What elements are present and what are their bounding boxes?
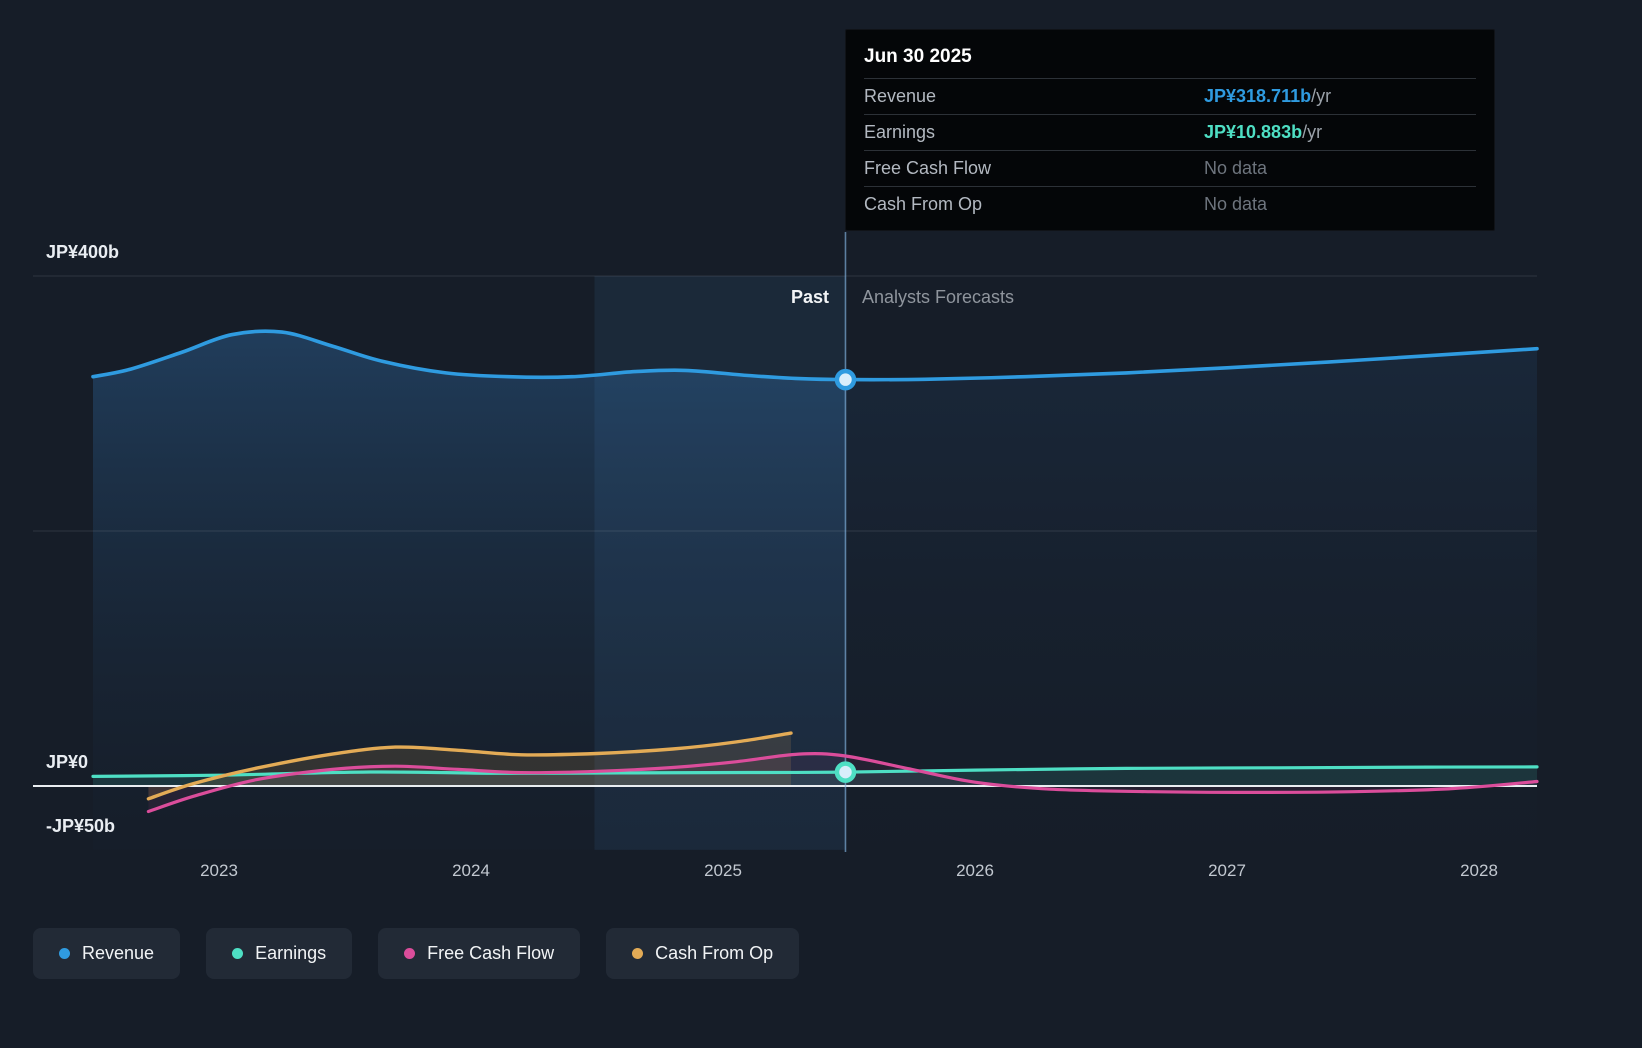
tooltip-row-label: Earnings: [864, 122, 936, 142]
y-axis-label: JP¥400b: [46, 242, 120, 262]
tooltip-row-free-cash-flow: Free Cash Flow No data: [864, 150, 1476, 186]
x-axis-label: 2025: [704, 861, 742, 880]
legend-item-revenue[interactable]: Revenue: [33, 928, 181, 979]
legend-item-free-cash-flow[interactable]: Free Cash Flow: [378, 928, 581, 979]
earnings-line: [91, 765, 1539, 778]
forecast-zone-label: Analysts Forecasts: [862, 287, 1015, 307]
tooltip-row-label: Free Cash Flow: [864, 158, 992, 178]
x-axis-label: 2028: [1460, 861, 1498, 880]
y-axis-label: JP¥0: [46, 752, 89, 772]
tooltip-row-revenue: Revenue JP¥318.711b /yr: [864, 78, 1476, 114]
revenue-area-forecast: [845, 348, 1537, 850]
x-axis-label: 2027: [1208, 861, 1246, 880]
tooltip-row-unit: /yr: [1302, 122, 1323, 142]
revenue-line: [91, 329, 1539, 382]
free-cash-flow-area: [148, 753, 1537, 812]
tooltip-row-unit: /yr: [1311, 86, 1332, 106]
earnings-area: [93, 766, 1537, 786]
tooltip-row-label: Revenue: [864, 86, 937, 106]
revenue-legend-dot-icon: [59, 948, 70, 959]
y-axis-label: -JP¥50b: [46, 815, 116, 836]
tooltip-date: Jun 30 2025: [864, 46, 972, 67]
revenue-marker: [834, 368, 857, 391]
tooltip-rows: Revenue JP¥318.711b /yr Earnings JP¥10.883b…: [864, 78, 1476, 222]
legend-item-label: Earnings: [255, 943, 327, 963]
tooltip-row-value: No data: [1204, 194, 1268, 214]
legend-item-earnings[interactable]: Earnings: [206, 928, 353, 979]
legend-item-cash-from-op[interactable]: Cash From Op: [606, 928, 800, 979]
revenue-area-past: [93, 331, 846, 850]
tooltip-row-value: JP¥318.711b: [1204, 86, 1312, 106]
tooltip-row-value: JP¥10.883b: [1204, 122, 1303, 142]
legend-item-label: Free Cash Flow: [427, 943, 555, 963]
free-cash-flow-line: [146, 752, 1539, 814]
cash-from-op-legend-dot-icon: [632, 948, 644, 959]
chart-legend: Revenue Earnings Free Cash Flow Cash From O…: [33, 928, 800, 979]
cash-from-op-line: [146, 731, 793, 801]
tooltip-row-cash-from-op: Cash From Op No data: [864, 186, 1476, 222]
earnings-marker: [834, 761, 857, 783]
x-axis-label: 2024: [452, 861, 490, 880]
x-axis-label: 2026: [956, 861, 994, 880]
earnings-legend-dot-icon: [232, 948, 244, 959]
free-cash-flow-legend-dot-icon: [404, 948, 416, 959]
tooltip-row-value: No data: [1204, 158, 1268, 178]
chart-tooltip: Jun 30 2025 Revenue JP¥318.711b /yr Earnin…: [845, 29, 1495, 231]
tooltip-row-label: Cash From Op: [864, 194, 983, 214]
tooltip-row-earnings: Earnings JP¥10.883b /yr: [864, 114, 1476, 150]
legend-item-label: Revenue: [82, 943, 155, 963]
x-axis-label: 2023: [200, 861, 238, 880]
past-zone-label: Past: [790, 287, 829, 307]
legend-item-label: Cash From Op: [655, 943, 774, 963]
cash-from-op-area: [148, 733, 791, 799]
